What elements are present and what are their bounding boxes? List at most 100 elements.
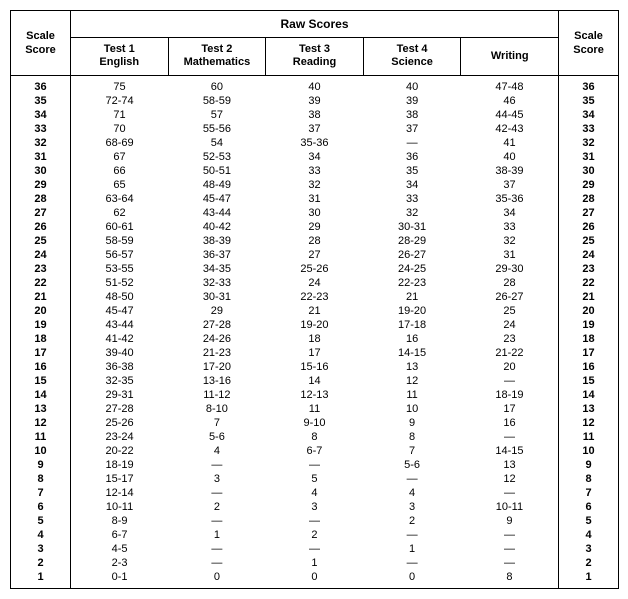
cell-english: 51-52 [71,276,169,290]
cell-reading: 17 [266,346,364,360]
scale-score-left: 21 [11,290,71,304]
cell-science: 37 [363,122,461,136]
table-row: 1943-4427-2819-2017-182419 [11,318,619,332]
cell-math: 60 [168,76,266,95]
cell-science: 17-18 [363,318,461,332]
cell-writing: 17 [461,402,559,416]
table-row: 2045-47292119-202520 [11,304,619,318]
cell-reading: 40 [266,76,364,95]
cell-reading: 25-26 [266,262,364,276]
table-row: 2456-5736-372726-273124 [11,248,619,262]
cell-writing: 24 [461,318,559,332]
cell-math: 27-28 [168,318,266,332]
cell-english: 71 [71,108,169,122]
cell-math: 8-10 [168,402,266,416]
cell-math: 13-16 [168,374,266,388]
label: English [99,56,139,68]
cell-writing: 38-39 [461,164,559,178]
cell-reading: 5 [266,472,364,486]
table-row: 2863-6445-47313335-3628 [11,192,619,206]
cell-writing: 23 [461,332,559,346]
scale-score-right: 32 [559,136,619,150]
cell-writing: 46 [461,94,559,108]
cell-writing: — [461,556,559,570]
scale-score-left: 12 [11,416,71,430]
cell-english: 23-24 [71,430,169,444]
cell-english: 27-28 [71,402,169,416]
cell-reading: 27 [266,248,364,262]
cell-english: 75 [71,76,169,95]
cell-english: 6-7 [71,528,169,542]
cell-math: 21-23 [168,346,266,360]
cell-reading: 39 [266,94,364,108]
cell-writing: 12 [461,472,559,486]
scale-score-left: 22 [11,276,71,290]
scale-score-left: 23 [11,262,71,276]
cell-reading: 30 [266,206,364,220]
cell-science: 30-31 [363,220,461,234]
cell-english: 4-5 [71,542,169,556]
cell-science: 33 [363,192,461,206]
cell-science: 8 [363,430,461,444]
scale-score-left: 33 [11,122,71,136]
cell-writing: 29-30 [461,262,559,276]
scale-score-right: 1 [559,570,619,589]
cell-writing: 42-43 [461,122,559,136]
label: Writing [491,50,529,62]
col-header-test-2: Test 3Reading [266,38,364,76]
table-row: 2353-5534-3525-2624-2529-3023 [11,262,619,276]
table-row: 337055-56373742-4333 [11,122,619,136]
cell-writing: — [461,542,559,556]
cell-english: 15-17 [71,472,169,486]
table-row: 1841-4224-2618162318 [11,332,619,346]
scale-score-right: 16 [559,360,619,374]
cell-reading: 38 [266,108,364,122]
cell-writing: 37 [461,178,559,192]
cell-english: 20-22 [71,444,169,458]
scale-score-right: 33 [559,122,619,136]
scale-score-left: 24 [11,248,71,262]
cell-english: 67 [71,150,169,164]
cell-science: 40 [363,76,461,95]
cell-science: 5-6 [363,458,461,472]
scale-score-left: 35 [11,94,71,108]
scale-score-left: 5 [11,514,71,528]
cell-math: 17-20 [168,360,266,374]
cell-math: 52-53 [168,150,266,164]
cell-english: 8-9 [71,514,169,528]
cell-math: 38-39 [168,234,266,248]
cell-english: 2-3 [71,556,169,570]
score-conversion-table: Scale Score Raw Scores Scale Score Test … [10,10,618,589]
cell-math: 54 [168,136,266,150]
cell-math: 4 [168,444,266,458]
scale-score-right: 36 [559,76,619,95]
col-header-test-1: Test 2Mathematics [168,38,266,76]
table-row: 712-14—44—7 [11,486,619,500]
cell-science: 39 [363,94,461,108]
scale-score-right: 9 [559,458,619,472]
scale-score-right: 6 [559,500,619,514]
cell-reading: — [266,542,364,556]
label: Science [391,56,433,68]
cell-science: 14-15 [363,346,461,360]
cell-science: 38 [363,108,461,122]
table-row: 10-100081 [11,570,619,589]
cell-english: 12-14 [71,486,169,500]
table: Scale Score Raw Scores Scale Score Test … [10,10,619,589]
cell-writing: 16 [461,416,559,430]
cell-writing: 32 [461,234,559,248]
cell-science: 22-23 [363,276,461,290]
scale-score-right: 2 [559,556,619,570]
cell-science: 26-27 [363,248,461,262]
scale-score-right: 27 [559,206,619,220]
cell-math: 2 [168,500,266,514]
label: Test 3 [299,43,330,55]
col-header-scale-right: Scale Score [559,11,619,76]
cell-english: 53-55 [71,262,169,276]
cell-reading: 4 [266,486,364,500]
cell-english: 43-44 [71,318,169,332]
table-row: 1020-2246-7714-1510 [11,444,619,458]
cell-science: 11 [363,388,461,402]
cell-writing: 13 [461,458,559,472]
scale-score-right: 15 [559,374,619,388]
